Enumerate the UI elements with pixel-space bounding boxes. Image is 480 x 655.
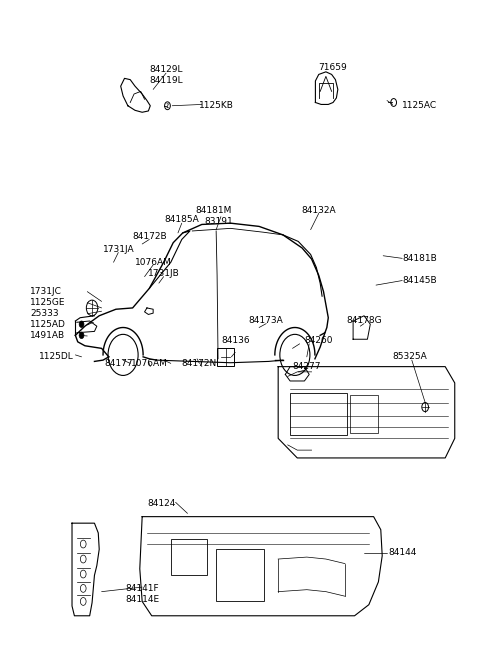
Text: 84145B: 84145B bbox=[402, 276, 437, 285]
Text: 84172N: 84172N bbox=[182, 359, 217, 368]
Text: 1076AM: 1076AM bbox=[135, 258, 171, 267]
Text: 25333: 25333 bbox=[30, 309, 59, 318]
Circle shape bbox=[79, 321, 84, 328]
Text: 84185A: 84185A bbox=[165, 215, 199, 225]
Text: 1125AC: 1125AC bbox=[402, 102, 437, 110]
Text: 84177: 84177 bbox=[104, 359, 132, 368]
Bar bbox=[290, 393, 348, 435]
Text: 84119L: 84119L bbox=[149, 77, 183, 85]
Text: 84124: 84124 bbox=[147, 499, 176, 508]
Bar bbox=[217, 348, 234, 366]
Text: 84144: 84144 bbox=[388, 548, 416, 557]
Text: 85325A: 85325A bbox=[392, 352, 427, 362]
Text: 84277: 84277 bbox=[293, 362, 321, 371]
Text: 84172B: 84172B bbox=[132, 232, 167, 240]
Text: 1125DL: 1125DL bbox=[39, 352, 73, 362]
Text: 71659: 71659 bbox=[319, 64, 348, 73]
Bar bbox=[350, 396, 378, 433]
Text: 1125KB: 1125KB bbox=[199, 102, 234, 110]
Text: 1731JA: 1731JA bbox=[103, 245, 134, 253]
Text: 84260: 84260 bbox=[304, 336, 333, 345]
Text: 84114E: 84114E bbox=[125, 595, 159, 604]
Polygon shape bbox=[144, 308, 153, 314]
Text: 1125GE: 1125GE bbox=[30, 298, 66, 307]
Text: 1125AD: 1125AD bbox=[30, 320, 66, 329]
Text: 1491AB: 1491AB bbox=[30, 331, 65, 341]
Text: 1076AM: 1076AM bbox=[131, 359, 168, 368]
Text: 84181B: 84181B bbox=[402, 254, 437, 263]
Text: 84141F: 84141F bbox=[125, 584, 159, 593]
Text: 1731JB: 1731JB bbox=[148, 269, 180, 278]
Text: 1731JC: 1731JC bbox=[30, 287, 62, 296]
Circle shape bbox=[79, 332, 84, 339]
Text: 84178G: 84178G bbox=[346, 316, 382, 326]
Text: 84173A: 84173A bbox=[249, 316, 284, 326]
Text: 84136: 84136 bbox=[221, 336, 250, 345]
Bar bbox=[171, 540, 206, 575]
Text: 84132A: 84132A bbox=[301, 206, 336, 215]
Bar bbox=[216, 550, 264, 601]
Text: 83191: 83191 bbox=[204, 217, 233, 226]
Text: 84129L: 84129L bbox=[149, 66, 183, 75]
Text: 84181M: 84181M bbox=[195, 206, 232, 215]
